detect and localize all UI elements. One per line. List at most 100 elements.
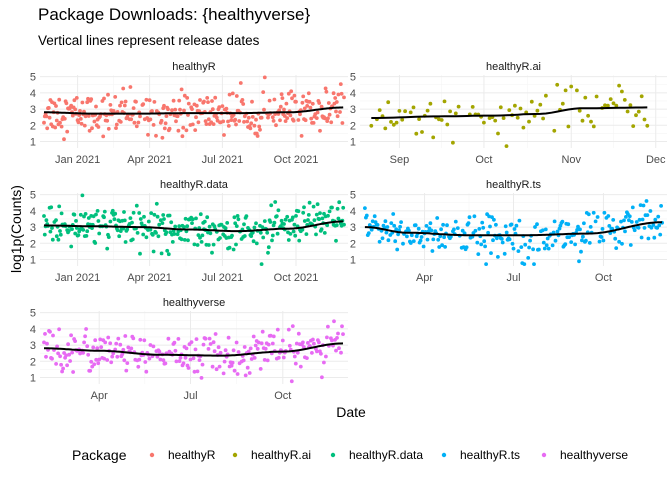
data-point bbox=[560, 101, 565, 106]
data-point bbox=[80, 193, 85, 198]
data-point bbox=[490, 215, 494, 220]
data-point bbox=[342, 222, 346, 227]
data-point bbox=[174, 359, 179, 364]
data-point bbox=[176, 337, 181, 341]
data-point bbox=[122, 218, 127, 223]
data-point bbox=[73, 339, 77, 343]
data-point bbox=[252, 225, 257, 230]
y-tick-label: 4 bbox=[350, 88, 356, 100]
data-point bbox=[319, 227, 324, 232]
data-point bbox=[320, 375, 324, 380]
data-point bbox=[254, 117, 258, 122]
data-point bbox=[320, 216, 325, 221]
data-point bbox=[513, 103, 517, 108]
data-point bbox=[232, 215, 237, 220]
data-point bbox=[123, 334, 128, 338]
data-point bbox=[190, 217, 195, 222]
data-point bbox=[202, 219, 207, 224]
data-point bbox=[186, 366, 191, 370]
data-point bbox=[532, 262, 536, 266]
data-point bbox=[305, 104, 310, 108]
data-point bbox=[419, 235, 424, 239]
legend-key bbox=[232, 452, 238, 458]
data-point bbox=[327, 209, 332, 214]
data-point bbox=[431, 237, 436, 242]
data-point bbox=[282, 222, 286, 226]
data-point bbox=[236, 350, 241, 354]
data-point bbox=[258, 230, 263, 235]
data-point bbox=[102, 215, 106, 220]
data-point bbox=[282, 107, 286, 112]
data-point bbox=[53, 125, 58, 130]
data-point bbox=[165, 248, 170, 253]
data-point bbox=[481, 225, 486, 230]
data-point bbox=[160, 221, 165, 226]
data-point bbox=[217, 364, 222, 369]
data-point bbox=[226, 119, 230, 124]
data-point bbox=[315, 349, 319, 354]
data-point bbox=[336, 92, 341, 97]
data-point bbox=[185, 224, 190, 229]
data-point bbox=[637, 217, 642, 222]
data-point bbox=[258, 367, 263, 371]
data-point bbox=[152, 100, 157, 104]
data-point bbox=[45, 126, 50, 131]
data-point bbox=[276, 355, 281, 360]
data-point bbox=[634, 113, 638, 118]
data-point bbox=[138, 217, 143, 221]
data-point bbox=[611, 101, 616, 106]
data-point bbox=[118, 103, 122, 108]
data-point bbox=[531, 247, 535, 252]
data-point bbox=[269, 203, 274, 208]
data-point bbox=[161, 358, 166, 363]
data-point bbox=[62, 137, 66, 142]
data-point bbox=[173, 224, 178, 229]
data-point bbox=[54, 104, 58, 108]
data-point bbox=[268, 333, 273, 338]
data-point bbox=[298, 112, 302, 117]
data-point bbox=[657, 223, 662, 228]
smooth-trend-line bbox=[371, 106, 648, 119]
data-point bbox=[242, 234, 247, 238]
data-point bbox=[577, 259, 581, 264]
data-point bbox=[642, 117, 647, 122]
data-point bbox=[59, 124, 64, 129]
data-point bbox=[76, 233, 81, 238]
data-point bbox=[414, 131, 419, 136]
data-point bbox=[134, 99, 138, 104]
data-point bbox=[151, 249, 156, 254]
data-point bbox=[146, 132, 150, 137]
data-point bbox=[67, 352, 71, 357]
data-point bbox=[473, 228, 478, 233]
x-tick-label: Oct 2021 bbox=[274, 272, 319, 284]
data-point bbox=[337, 346, 341, 351]
data-point bbox=[58, 232, 63, 237]
data-point bbox=[510, 241, 515, 246]
data-point bbox=[210, 250, 214, 255]
data-point bbox=[600, 227, 605, 231]
data-point bbox=[149, 211, 154, 216]
data-point bbox=[252, 123, 257, 128]
data-point bbox=[641, 203, 646, 208]
data-point bbox=[307, 99, 312, 104]
data-point bbox=[271, 119, 276, 123]
data-point bbox=[130, 220, 134, 225]
data-point bbox=[317, 101, 322, 105]
data-point bbox=[121, 86, 126, 91]
data-point bbox=[64, 101, 69, 106]
data-point bbox=[108, 219, 113, 224]
data-point bbox=[198, 212, 203, 217]
data-point bbox=[648, 209, 653, 213]
data-point bbox=[428, 101, 433, 106]
data-point bbox=[253, 343, 258, 348]
data-point bbox=[638, 203, 643, 208]
data-point bbox=[231, 247, 236, 252]
data-point bbox=[291, 229, 296, 234]
data-point bbox=[113, 95, 118, 99]
data-point bbox=[491, 238, 495, 243]
data-point bbox=[109, 360, 114, 365]
data-point bbox=[295, 350, 300, 355]
data-point bbox=[212, 349, 217, 354]
data-point bbox=[230, 233, 234, 238]
data-point bbox=[159, 251, 164, 256]
